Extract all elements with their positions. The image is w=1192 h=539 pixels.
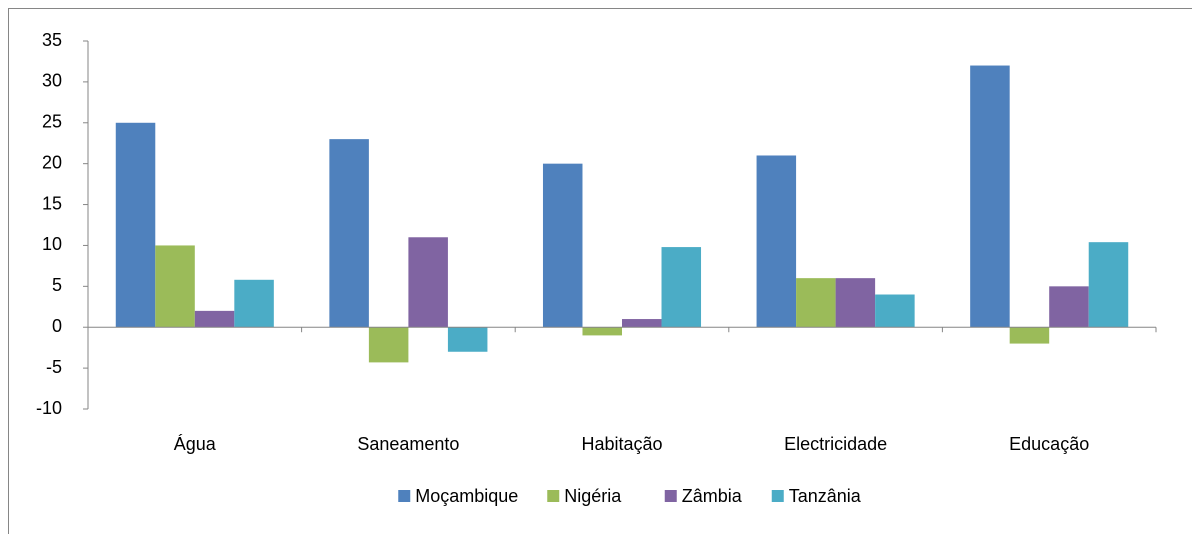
bar bbox=[1089, 242, 1129, 327]
y-tick-label: 5 bbox=[52, 275, 62, 295]
bar bbox=[155, 245, 195, 327]
bar bbox=[796, 278, 836, 327]
y-tick-label: 0 bbox=[52, 316, 62, 336]
bar bbox=[582, 327, 622, 335]
y-tick-label: 25 bbox=[42, 112, 62, 132]
bar bbox=[116, 123, 156, 327]
bar bbox=[662, 247, 702, 327]
x-tick-label: Água bbox=[174, 434, 217, 454]
x-tick-label: Habitação bbox=[581, 434, 662, 454]
legend-label: Zâmbia bbox=[682, 486, 743, 506]
y-tick-label: 20 bbox=[42, 152, 62, 172]
legend-swatch bbox=[772, 490, 784, 502]
bar bbox=[836, 278, 876, 327]
bar bbox=[543, 164, 583, 328]
bar bbox=[369, 327, 409, 362]
legend-swatch bbox=[547, 490, 559, 502]
bar bbox=[875, 295, 915, 328]
bar bbox=[195, 311, 235, 327]
bar bbox=[1049, 286, 1089, 327]
bar bbox=[622, 319, 662, 327]
y-tick-label: -5 bbox=[46, 357, 62, 377]
bar bbox=[1010, 327, 1050, 343]
x-tick-label: Saneamento bbox=[357, 434, 459, 454]
y-tick-label: 15 bbox=[42, 193, 62, 213]
bar bbox=[234, 280, 274, 327]
y-tick-label: -10 bbox=[36, 398, 62, 418]
y-tick-label: 10 bbox=[42, 234, 62, 254]
legend-label: Moçambique bbox=[415, 486, 518, 506]
bar bbox=[757, 155, 797, 327]
legend-swatch bbox=[398, 490, 410, 502]
legend-label: Nigéria bbox=[564, 486, 622, 506]
legend-swatch bbox=[665, 490, 677, 502]
x-tick-label: Electricidade bbox=[784, 434, 887, 454]
bar bbox=[329, 139, 369, 327]
bar bbox=[970, 66, 1010, 328]
x-tick-label: Educação bbox=[1009, 434, 1089, 454]
legend-label: Tanzânia bbox=[789, 486, 862, 506]
bar bbox=[408, 237, 448, 327]
y-tick-label: 30 bbox=[42, 71, 62, 91]
bar bbox=[448, 327, 488, 352]
y-tick-label: 35 bbox=[42, 30, 62, 50]
